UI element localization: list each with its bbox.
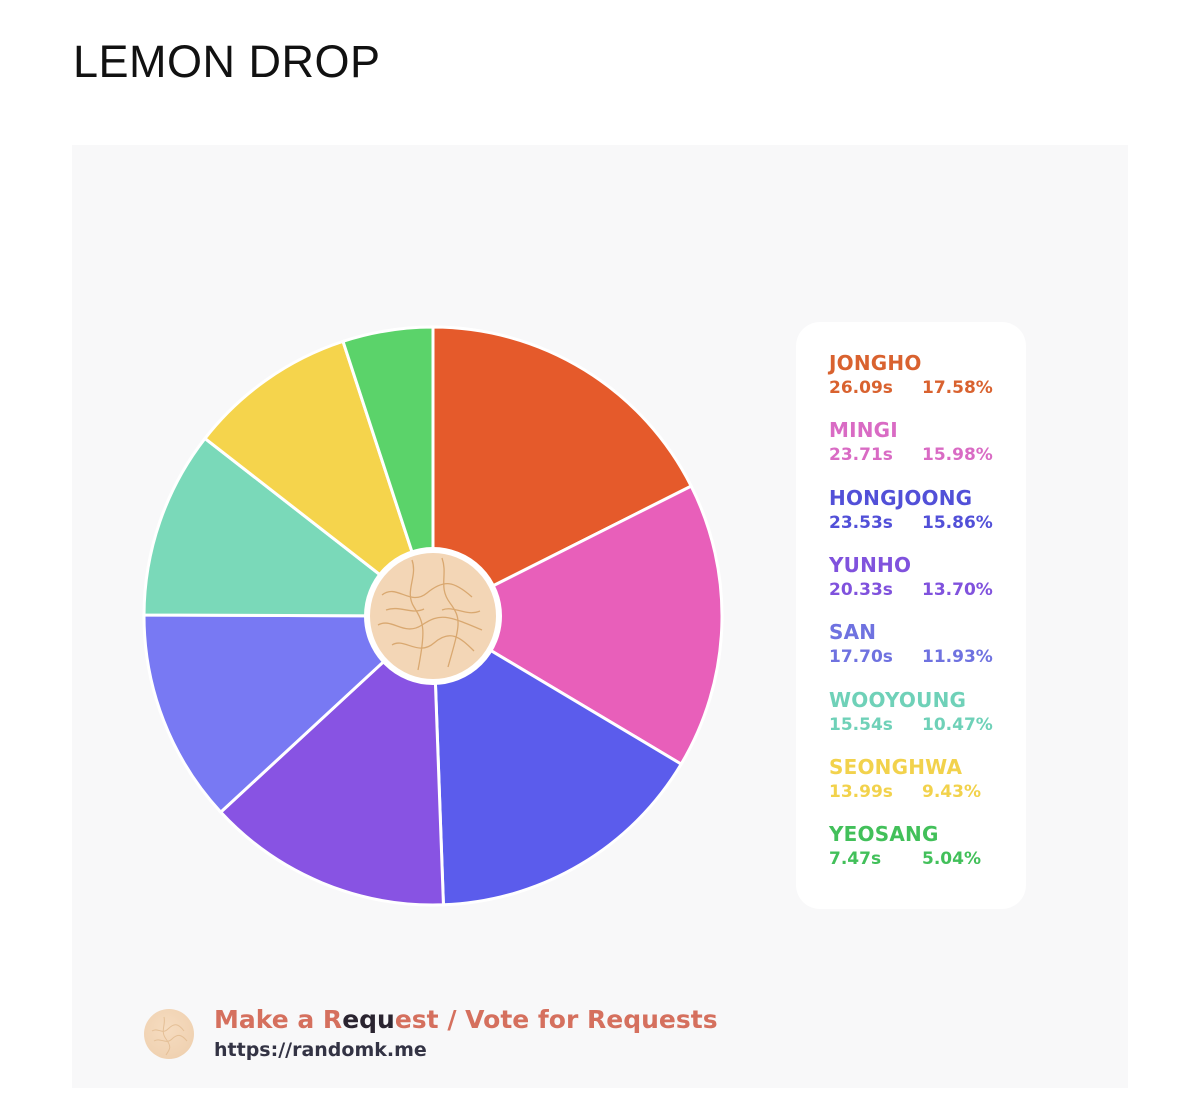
legend-percent: 15.86% <box>922 512 993 533</box>
legend-item-seonghwa: SEONGHWA 13.99s 9.43% <box>829 754 1019 802</box>
center-badge <box>364 547 502 685</box>
legend-percent: 15.98% <box>922 445 993 466</box>
legend-name: JONGHO <box>829 351 922 375</box>
legend-item-mingi: MINGI 23.71s 15.98% <box>829 418 1019 465</box>
legend-percent: 17.58% <box>922 378 993 398</box>
legend-time: 7.47s <box>829 849 882 870</box>
legend-name: MINGI <box>829 418 898 443</box>
legend-percent: 11.93% <box>922 647 993 668</box>
chart-panel: JONGHO 26.09s 17.58% MINGI 23.71s 15.98% HONGJ… <box>72 145 1128 1088</box>
footer-text-2: equ <box>342 1005 395 1034</box>
legend-time: 26.09s <box>829 378 893 398</box>
pie-chart <box>142 325 724 907</box>
pie-chart-svg <box>142 325 724 907</box>
pie-slice-hongjoong <box>431 613 684 907</box>
chart-legend: JONGHO 26.09s 17.58% MINGI 23.71s 15.98% HONGJ… <box>796 322 1026 909</box>
pie-slice-san <box>142 613 437 815</box>
legend-item-san: SAN 17.70s 11.93% <box>829 620 1019 667</box>
badge-texture-line <box>441 557 459 668</box>
pie-slice-wooyoung <box>142 436 438 618</box>
legend-time: 17.70s <box>829 647 893 668</box>
legend-name: WOOYOUNG <box>829 687 967 712</box>
badge-texture-line <box>391 635 475 652</box>
legend-item-yunho: YUNHO 20.33s 13.70% <box>829 552 1019 600</box>
legend-time: 23.71s <box>829 445 893 466</box>
randomk-logo-icon <box>144 1009 194 1059</box>
legend-percent: 13.70% <box>922 579 993 600</box>
badge-texture-line <box>409 559 424 671</box>
legend-name: HONGJOONG <box>829 485 973 510</box>
badge-texture-line <box>385 607 425 612</box>
legend-time: 15.54s <box>829 714 893 735</box>
badge-texture-line <box>441 608 481 614</box>
legend-percent: 10.47% <box>922 714 993 735</box>
legend-time: 13.99s <box>829 781 893 802</box>
legend-name: SAN <box>829 620 877 645</box>
pie-slice-jongho <box>431 325 694 619</box>
pie-slice-seonghwa <box>202 339 436 621</box>
legend-name: YEOSANG <box>829 822 939 847</box>
badge-texture-line <box>381 583 473 599</box>
legend-percent: 5.04% <box>922 849 981 870</box>
footer: Make a Request / Vote for Requests https… <box>144 1005 844 1075</box>
footer-text-1: Make a R <box>214 1005 343 1034</box>
page-title: LEMON DROP <box>73 36 381 87</box>
legend-name: SEONGHWA <box>829 754 963 779</box>
make-request-link[interactable]: Make a Request / Vote for Requests <box>214 1005 718 1034</box>
legend-item-jongho: JONGHO 26.09s 17.58% <box>829 351 1019 398</box>
website-link[interactable]: https://randomk.me <box>214 1039 427 1061</box>
pie-slice-yunho <box>218 612 445 907</box>
footer-text-3: est / Vote for Requests <box>394 1005 718 1034</box>
legend-percent: 9.43% <box>922 781 981 802</box>
pie-slice-mingi <box>429 484 724 767</box>
legend-name: YUNHO <box>829 552 912 577</box>
legend-time: 23.53s <box>829 512 893 533</box>
pie-slice-yeosang <box>341 325 435 617</box>
legend-item-wooyoung: WOOYOUNG 15.54s 10.47% <box>829 687 1019 735</box>
legend-item-yeosang: YEOSANG 7.47s 5.04% <box>829 822 1019 869</box>
legend-time: 20.33s <box>829 579 893 600</box>
legend-item-hongjoong: HONGJOONG 23.53s 15.86% <box>829 485 1019 533</box>
